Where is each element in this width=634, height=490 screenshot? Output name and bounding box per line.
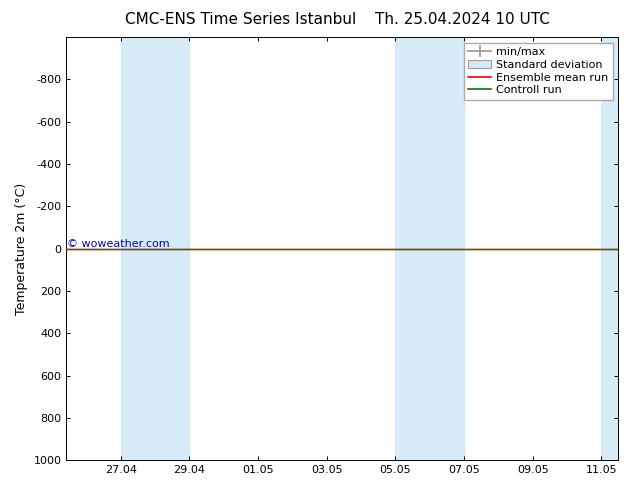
Legend: min/max, Standard deviation, Ensemble mean run, Controll run: min/max, Standard deviation, Ensemble me…: [464, 43, 613, 100]
Bar: [396, 37, 464, 460]
Text: © woweather.com: © woweather.com: [67, 239, 170, 248]
Bar: [601, 37, 618, 460]
Text: CMC-ENS Time Series Istanbul: CMC-ENS Time Series Istanbul: [126, 12, 356, 27]
Bar: [120, 37, 190, 460]
Y-axis label: Temperature 2m (°C): Temperature 2m (°C): [15, 182, 28, 315]
Text: Th. 25.04.2024 10 UTC: Th. 25.04.2024 10 UTC: [375, 12, 550, 27]
